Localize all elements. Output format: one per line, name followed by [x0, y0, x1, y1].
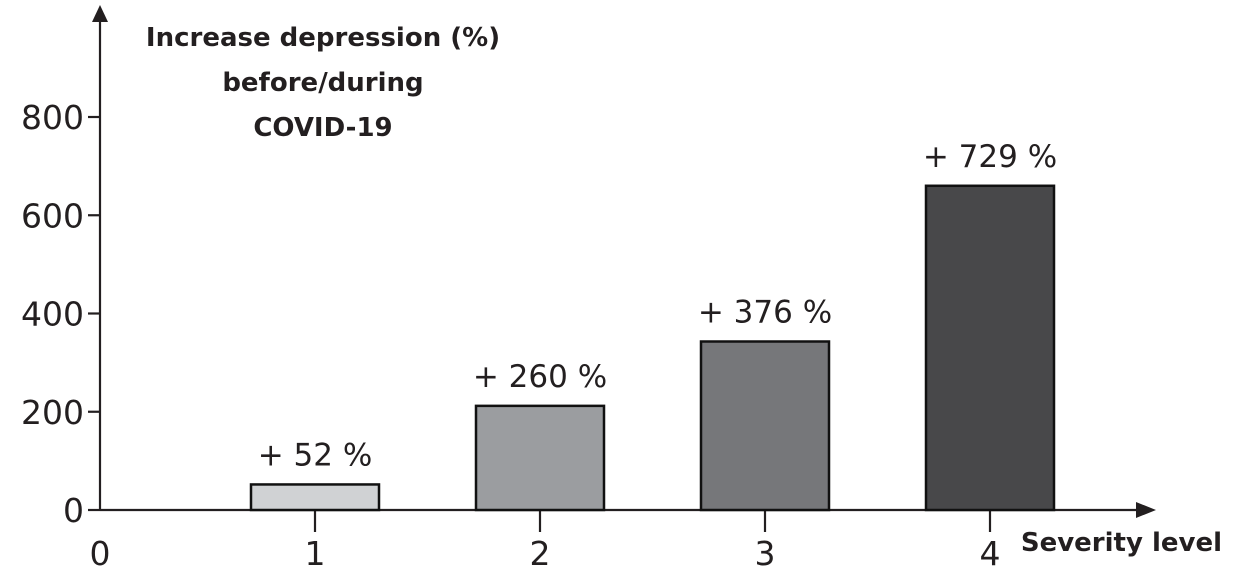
- bar-value-label: + 376 %: [698, 295, 832, 331]
- x-axis-arrowhead: [1136, 502, 1156, 518]
- y-axis-arrowhead: [92, 5, 108, 22]
- x-tick-label: 4: [980, 534, 1001, 569]
- chart-title-line: COVID-19: [253, 113, 392, 143]
- x-tick-label: 2: [530, 534, 551, 569]
- x-ticks: 0 1 2 3 4: [90, 510, 1001, 569]
- y-tick-label: 600: [21, 196, 84, 235]
- bars: [249, 184, 1056, 512]
- chart-title-line: before/during: [222, 68, 423, 98]
- x-tick-label: 1: [305, 534, 326, 569]
- x-axis-title: Severity level: [1021, 528, 1222, 558]
- data-labels: + 52 % + 260 % + 376 % + 729 %: [258, 139, 1057, 474]
- y-tick-label: 200: [21, 393, 84, 432]
- x-tick-label: 3: [755, 534, 776, 569]
- bar-severity-3: [699, 340, 831, 512]
- y-tick-label: 400: [21, 295, 84, 334]
- bar-value-label: + 52 %: [258, 437, 373, 473]
- bar-severity-2: [474, 404, 606, 512]
- y-tick-label: 800: [21, 98, 84, 137]
- y-tick-label: 0: [63, 491, 84, 530]
- chart-title-line: Increase depression (%): [146, 23, 500, 53]
- y-ticks: 0 200 400 600 800: [21, 98, 100, 530]
- bar-severity-1: [249, 483, 381, 512]
- bar-value-label: + 729 %: [923, 139, 1057, 175]
- chart-title: Increase depression (%) before/during COVI…: [146, 23, 500, 143]
- bar-value-label: + 260 %: [473, 359, 607, 395]
- bar-severity-4: [924, 184, 1056, 512]
- x-tick-label: 0: [90, 534, 111, 569]
